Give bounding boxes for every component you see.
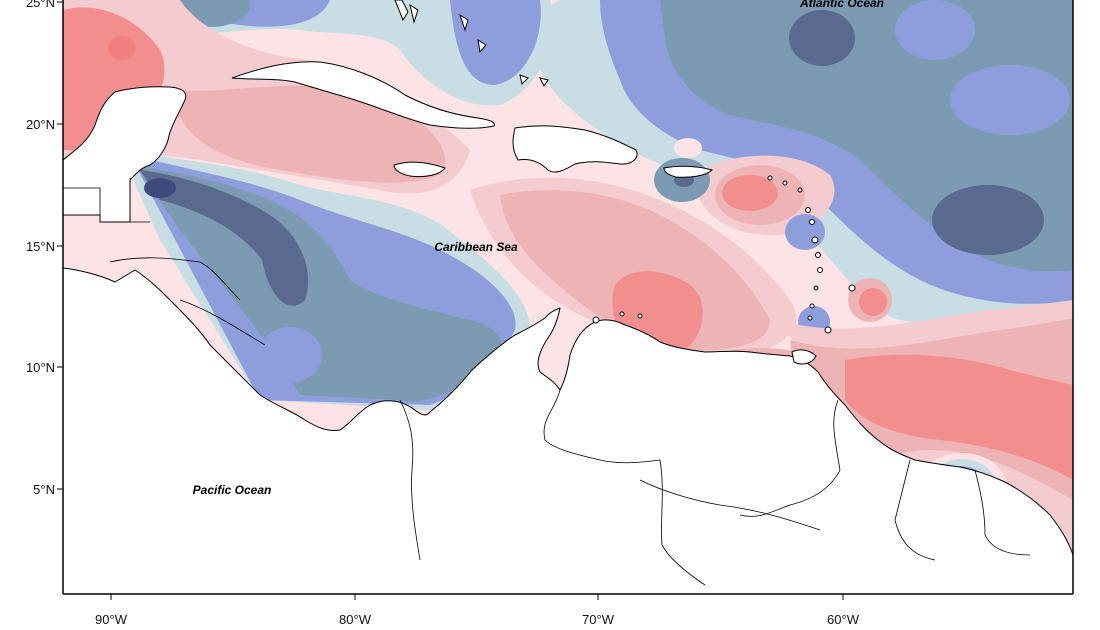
national-border-panama-colombia <box>399 399 421 561</box>
national-border-belize <box>129 178 150 223</box>
anomaly-contour-belize-navy <box>144 178 176 198</box>
anomaly-contour-cuba-rose <box>170 85 446 183</box>
anomaly-contour-guianas-salmon <box>845 354 1073 480</box>
caribbean-sea-label: Caribbean Sea <box>434 240 518 254</box>
y-tick-label: 10°N <box>26 360 55 375</box>
national-border-nicaragua <box>179 299 266 346</box>
y-tick-label: 20°N <box>26 117 55 132</box>
y-axis: 25°N 20°N 15°N 10°N 5°N <box>26 0 63 497</box>
national-border-colombia-venezuela <box>543 389 706 586</box>
y-tick-label: 25°N <box>26 0 55 10</box>
national-border-guatemala-mexico <box>63 187 101 215</box>
anomaly-contour-dominica-periwinkle <box>785 214 825 250</box>
national-border-brazil-north <box>639 479 821 531</box>
anomaly-contour-gulf-salmon-core <box>108 36 136 60</box>
lesser-antilles-islands <box>767 175 856 334</box>
x-tick-label: 90°W <box>95 612 128 627</box>
national-border-guyana-suriname <box>894 459 936 561</box>
cuba-island <box>231 61 495 129</box>
anomaly-contour-dr-pink <box>674 138 702 158</box>
national-border-venezuela-guyana <box>739 399 841 517</box>
national-border-honduras <box>109 257 241 301</box>
anomaly-contour-bahamas-pale <box>140 0 553 106</box>
trinidad-island <box>791 349 817 365</box>
x-tick-label: 80°W <box>339 612 372 627</box>
x-tick-label: 70°W <box>582 612 615 627</box>
x-tick-label: 60°W <box>827 612 860 627</box>
y-tick-label: 5°N <box>33 482 55 497</box>
x-axis: 90°W 80°W 70°W 60°W <box>95 594 860 627</box>
atlantic-ocean-label: Atlantic Ocean <box>799 0 884 10</box>
hispaniola-island <box>512 125 638 173</box>
anomaly-contour-atlantic-deep-1 <box>789 10 855 66</box>
anomaly-contour-honduras-deep <box>140 170 309 306</box>
anomaly-contour-atlantic-periwinkle-east <box>895 0 975 60</box>
anomaly-contour-atlantic-deep-2 <box>932 185 1044 255</box>
abc-islands <box>592 311 643 324</box>
y-tick-label: 15°N <box>26 239 55 254</box>
anomaly-contour-barbados-salmon <box>859 288 887 316</box>
anomaly-contour-lesser-antilles-salmon <box>722 175 778 211</box>
anomaly-contour-atlantic-periwinkle-north <box>950 65 1070 135</box>
map-plot-area <box>63 0 1073 594</box>
national-border-suriname-french-guiana <box>974 469 1031 556</box>
anomaly-contour-bahamas-periwinkle <box>160 0 541 85</box>
jamaica-island <box>393 161 446 178</box>
anomaly-contour-panama-periwinkle <box>258 327 322 383</box>
central-south-america-land <box>63 159 1073 594</box>
bahamas-islands <box>394 0 549 87</box>
puerto-rico-island <box>663 165 713 178</box>
pacific-ocean-label: Pacific Ocean <box>193 483 272 497</box>
